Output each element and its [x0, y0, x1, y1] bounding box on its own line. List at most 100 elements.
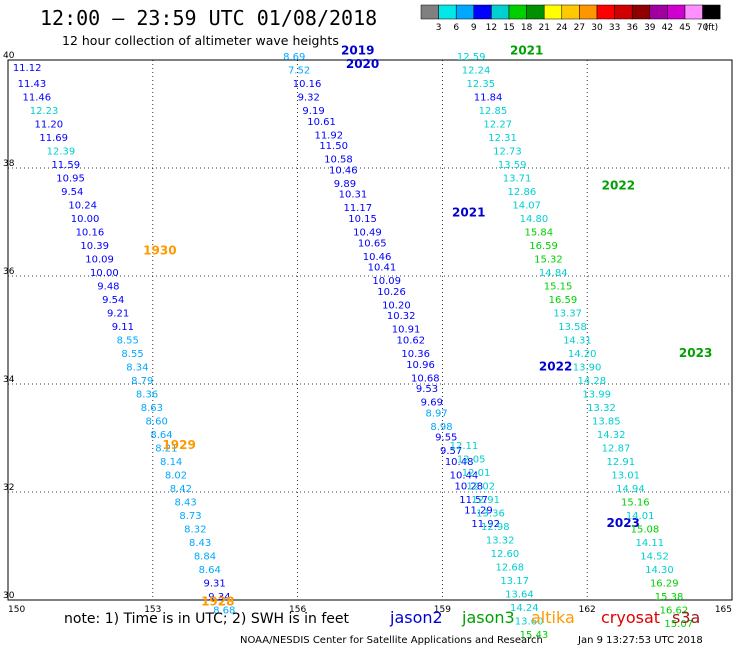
legend-altika: altika — [531, 608, 575, 627]
data-point-label: 9.89 — [334, 179, 356, 190]
colorbar-label: 18 — [521, 23, 533, 33]
data-point-label: 8.73 — [179, 511, 201, 522]
colorbar-label: 27 — [574, 23, 585, 33]
data-point-label: 9.57 — [440, 446, 462, 457]
plot-frame — [7, 59, 733, 601]
data-point-label: 10.39 — [80, 241, 109, 252]
colorbar-label: 12 — [486, 23, 497, 33]
data-point-label: 10.24 — [68, 201, 97, 212]
data-point-label: 9.53 — [416, 384, 438, 395]
colorbar-swatch — [579, 4, 598, 20]
data-point-label: 10.44 — [450, 471, 479, 482]
track-time-label: 1928 — [201, 594, 234, 608]
data-point-label: 8.60 — [146, 417, 168, 428]
data-point-label: 12.31 — [488, 133, 517, 144]
data-point-label: 13.32 — [486, 535, 515, 546]
data-point-label: 15.16 — [621, 498, 650, 509]
track-time-label: 2021 — [452, 206, 485, 220]
data-point-label: 10.95 — [56, 174, 85, 185]
colorbar-label: 30 — [591, 23, 603, 33]
data-point-label: 14.11 — [635, 538, 664, 549]
data-point-label: 13.01 — [611, 471, 640, 482]
colorbar-swatch — [420, 4, 439, 20]
data-point-label: 14.84 — [539, 268, 568, 279]
data-point-label: 11.92 — [471, 519, 500, 530]
colorbar-label: 24 — [556, 23, 568, 33]
data-point-label: 11.12 — [13, 63, 42, 74]
data-point-label: 14.94 — [616, 484, 645, 495]
data-point-label: 14.28 — [578, 376, 607, 387]
legend-s3a: s3a — [672, 608, 701, 627]
data-point-label: 11.29 — [464, 506, 493, 517]
data-point-label: 10.91 — [392, 325, 421, 336]
data-point-label: 14.31 — [563, 336, 592, 347]
data-point-label: 15.84 — [524, 228, 553, 239]
data-point-label: 10.20 — [382, 300, 411, 311]
data-point-label: 9.21 — [107, 309, 129, 320]
track-time-label: 1930 — [143, 243, 176, 257]
data-point-label: 13.17 — [500, 576, 529, 587]
colorbar-label: 3 — [436, 23, 442, 33]
data-point-label: 10.00 — [71, 214, 100, 225]
data-point-label: 12.39 — [47, 147, 76, 158]
data-point-label: 10.31 — [339, 190, 368, 201]
y-tick-label: 34 — [3, 375, 15, 385]
colorbar-swatch — [667, 4, 686, 20]
legend-jason2: jason2 — [390, 608, 443, 627]
data-point-label: 8.79 — [131, 376, 153, 387]
data-point-label: 14.07 — [512, 201, 541, 212]
data-point-label: 10.65 — [358, 238, 387, 249]
data-point-label: 12.91 — [471, 495, 500, 506]
data-point-label: 10.09 — [85, 255, 114, 266]
data-point-label: 8.68 — [213, 606, 235, 617]
data-point-label: 8.42 — [170, 484, 192, 495]
track-time-label: 2021 — [510, 44, 543, 58]
colorbar-label: 15 — [503, 23, 514, 33]
data-point-label: 13.58 — [558, 322, 587, 333]
y-tick-label: 40 — [3, 51, 15, 61]
colorbar-swatch — [543, 4, 563, 20]
y-tick-label: 38 — [3, 159, 15, 169]
data-point-label: 12.91 — [607, 457, 636, 468]
colorbar-swatch — [473, 4, 492, 20]
data-point-label: 10.48 — [445, 457, 474, 468]
data-point-label: 10.09 — [372, 276, 401, 287]
colorbar-swatch — [455, 4, 475, 20]
data-point-label: 14.80 — [520, 214, 549, 225]
track-time-label: 1929 — [162, 438, 195, 452]
data-point-label: 9.32 — [298, 93, 320, 104]
data-point-label: 7.52 — [288, 66, 310, 77]
data-point-label: 8.43 — [175, 498, 197, 509]
data-point-label: 14.01 — [626, 511, 655, 522]
track-time-label: 2023 — [607, 516, 640, 530]
data-point-label: 8.98 — [430, 422, 452, 433]
data-point-label: 11.20 — [35, 120, 64, 131]
data-point-label: 9.31 — [203, 579, 225, 590]
data-point-label: 8.43 — [189, 538, 211, 549]
data-point-label: 13.71 — [503, 174, 532, 185]
data-point-label: 10.28 — [454, 481, 483, 492]
data-point-label: 8.63 — [141, 403, 163, 414]
data-point-label: 8.64 — [150, 430, 172, 441]
track-time-label: 2022 — [602, 179, 635, 193]
data-point-label: 15.15 — [544, 282, 573, 293]
data-point-label: 12.35 — [467, 79, 496, 90]
data-point-label: 9.48 — [97, 282, 119, 293]
data-point-label: 14.32 — [597, 430, 626, 441]
data-point-label: 10.96 — [406, 360, 435, 371]
footer-credit: NOAA/NESDIS Center for Satellite Applica… — [240, 635, 543, 646]
colorbar-swatch — [526, 4, 545, 20]
y-tick-label: 30 — [3, 591, 15, 601]
data-point-label: 10.62 — [397, 336, 426, 347]
track-time-label: 2023 — [679, 346, 712, 360]
x-tick-label: 165 — [715, 605, 732, 615]
colorbar-label: 33 — [609, 23, 620, 33]
data-point-label: 10.46 — [363, 252, 392, 263]
data-point-label: 12.23 — [30, 106, 59, 117]
data-point-label: 13.32 — [587, 403, 616, 414]
data-point-label: 9.11 — [112, 322, 134, 333]
data-point-label: 12.98 — [481, 522, 510, 533]
data-point-label: 12.73 — [493, 147, 522, 158]
data-point-label: 10.41 — [368, 263, 397, 274]
